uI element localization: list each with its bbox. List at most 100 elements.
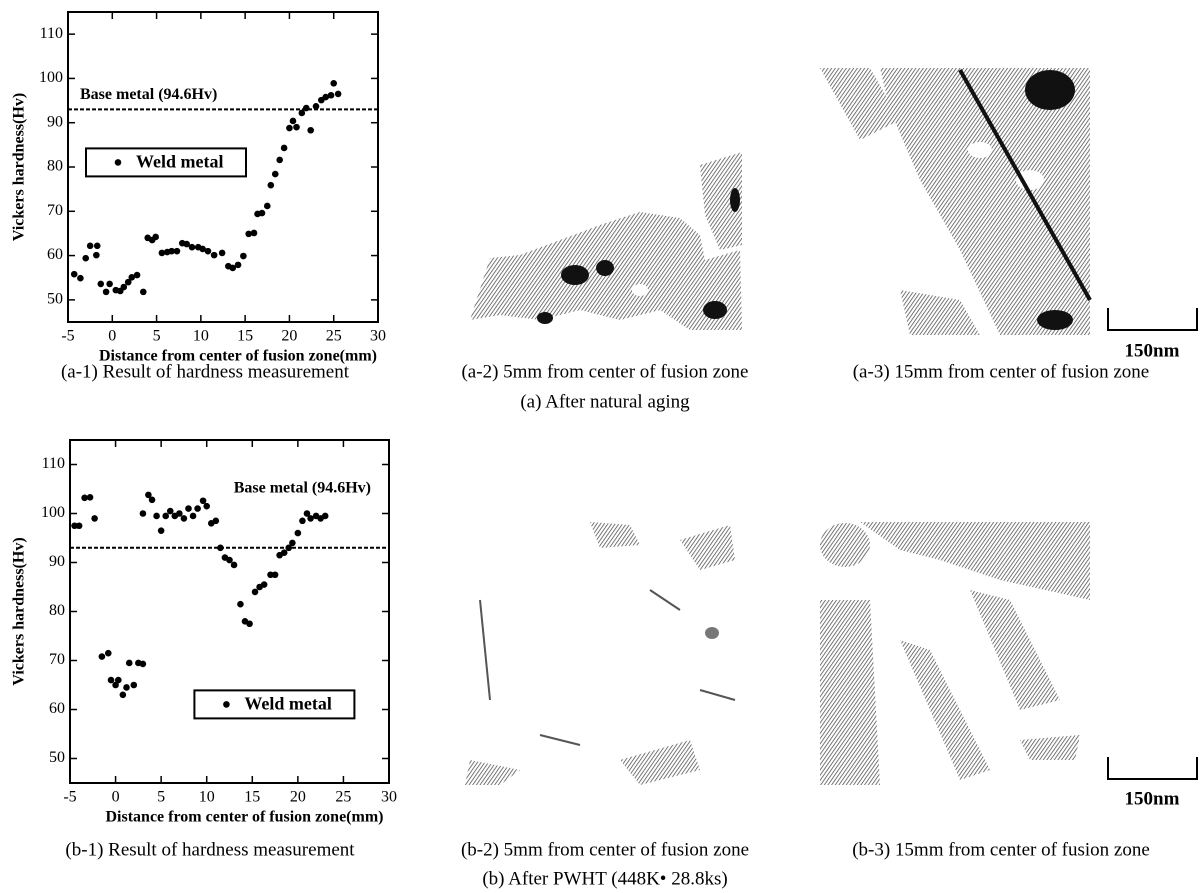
x-tick-label: 0 (108, 328, 116, 345)
y-tick-label: 60 (49, 700, 65, 717)
scale-bar-label: 150nm (1125, 340, 1180, 361)
data-point (280, 549, 288, 556)
y-tick-label: 110 (40, 25, 63, 42)
data-point (173, 247, 181, 255)
y-tick-label: 100 (41, 504, 65, 521)
data-point (250, 229, 258, 237)
x-tick-label: 25 (335, 789, 351, 806)
data-point (123, 684, 130, 691)
data-point (139, 660, 147, 668)
x-tick-label: -5 (61, 328, 74, 345)
data-point (286, 124, 293, 132)
legend-label: Weld metal (244, 694, 332, 714)
x-tick-label: 20 (281, 328, 297, 345)
data-point (86, 242, 94, 250)
data-point (234, 261, 242, 269)
data-point (230, 561, 238, 569)
data-point (312, 103, 320, 110)
data-point (91, 515, 98, 522)
data-point (321, 512, 329, 520)
caption: (b-2) 5mm from center of fusion zone (461, 839, 749, 860)
data-point (153, 512, 160, 520)
data-point (276, 156, 283, 164)
data-point (267, 181, 275, 189)
data-point (185, 505, 192, 512)
data-point (307, 515, 314, 522)
legend-marker (223, 701, 230, 708)
data-point (145, 491, 152, 499)
data-point (106, 280, 113, 288)
caption: (b-1) Result of hardness measurement (65, 839, 355, 860)
data-point (334, 90, 342, 98)
data-point (104, 649, 112, 657)
data-point (75, 522, 83, 530)
data-point (176, 510, 183, 517)
data-point (188, 243, 196, 251)
caption: (a-2) 5mm from center of fusion zone (461, 361, 748, 382)
data-point (162, 512, 169, 520)
data-point (289, 539, 296, 547)
data-point (82, 254, 90, 262)
data-point (139, 510, 147, 517)
data-point (183, 240, 190, 248)
y-tick-label: 80 (49, 602, 65, 619)
data-point (229, 264, 237, 272)
x-tick-label: 25 (326, 328, 342, 345)
data-point (115, 676, 122, 684)
panel-title: (b) After PWHT (448K• 28.8ks) (482, 868, 727, 889)
x-tick-label: 15 (237, 328, 253, 345)
data-point (307, 126, 314, 134)
data-point (168, 247, 175, 255)
data-point (258, 209, 266, 217)
x-axis-title: Distance from center of fusion zone(mm) (105, 809, 383, 826)
y-tick-label: 110 (42, 455, 65, 472)
data-point (86, 494, 94, 501)
data-point (299, 517, 306, 525)
data-point (245, 230, 252, 238)
data-point (199, 245, 206, 253)
tem-image-a3 (820, 68, 1092, 335)
data-point (102, 288, 110, 296)
x-tick-label: 20 (290, 789, 306, 806)
x-tick-label: 5 (157, 789, 165, 806)
data-point (93, 251, 100, 259)
data-point (204, 247, 212, 255)
y-tick-label: 70 (47, 202, 63, 219)
data-point (133, 271, 141, 279)
data-point (120, 283, 128, 291)
data-point (212, 517, 220, 525)
data-point (125, 659, 133, 667)
caption: (a-3) 15mm from center of fusion zone (853, 361, 1150, 382)
data-point (152, 233, 159, 241)
y-tick-label: 80 (47, 158, 63, 175)
data-point (285, 544, 293, 552)
data-point (237, 600, 244, 608)
data-point (107, 676, 115, 684)
data-point (251, 588, 259, 596)
data-point (294, 529, 302, 537)
data-point (158, 249, 166, 257)
data-point (77, 274, 84, 282)
x-tick-label: 0 (112, 789, 120, 806)
data-point (327, 91, 335, 99)
caption: (b-3) 15mm from center of fusion zone (852, 839, 1150, 860)
data-point (330, 80, 338, 87)
data-point (210, 251, 218, 259)
data-point (226, 556, 233, 564)
x-tick-label: 10 (193, 328, 209, 345)
caption: (a-1) Result of hardness measurement (61, 361, 350, 382)
data-point (81, 494, 88, 502)
data-point (303, 510, 311, 517)
legend-box (193, 689, 356, 720)
legend-marker (114, 159, 122, 166)
y-tick-label: 50 (49, 749, 65, 766)
data-point (157, 527, 165, 534)
data-point (218, 249, 226, 257)
data-point (130, 681, 138, 689)
data-point (189, 512, 197, 520)
y-tick-label: 100 (39, 69, 63, 86)
data-point (260, 581, 268, 588)
data-point (267, 571, 274, 579)
x-tick-label: 5 (153, 328, 161, 345)
